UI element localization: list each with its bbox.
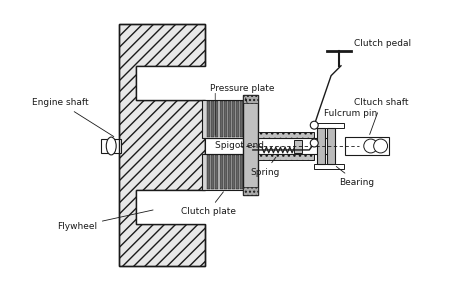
Bar: [243, 95, 258, 195]
Bar: [314, 164, 344, 169]
Bar: [202, 154, 245, 190]
Text: Pressure plate: Pressure plate: [210, 84, 275, 103]
Bar: [243, 95, 258, 104]
Bar: [345, 137, 389, 155]
Text: Clutch pedal: Clutch pedal: [354, 39, 411, 48]
Text: Fulcrum pin: Fulcrum pin: [324, 109, 377, 118]
Circle shape: [364, 139, 378, 153]
Bar: [236, 155, 239, 188]
Bar: [258, 154, 314, 160]
Bar: [228, 155, 231, 188]
Text: Flywheel: Flywheel: [57, 210, 153, 231]
Bar: [243, 186, 258, 195]
Bar: [317, 128, 325, 164]
Bar: [232, 155, 235, 188]
Circle shape: [374, 139, 388, 153]
Bar: [228, 102, 231, 137]
Bar: [327, 128, 335, 164]
Circle shape: [310, 121, 318, 129]
Polygon shape: [136, 66, 206, 100]
Text: Spring: Spring: [250, 157, 279, 177]
Bar: [240, 155, 243, 188]
Bar: [314, 123, 344, 128]
Bar: [224, 155, 227, 188]
Text: Engine shaft: Engine shaft: [32, 98, 114, 137]
Bar: [211, 155, 214, 188]
Bar: [232, 102, 235, 137]
Bar: [205, 138, 329, 154]
Bar: [236, 102, 239, 137]
Bar: [211, 102, 214, 137]
Bar: [224, 102, 227, 137]
Text: Clutch plate: Clutch plate: [181, 192, 236, 216]
Text: Bearing: Bearing: [336, 166, 374, 187]
Bar: [101, 139, 121, 153]
Ellipse shape: [106, 137, 116, 155]
Bar: [240, 102, 243, 137]
Bar: [258, 132, 314, 138]
Bar: [216, 102, 219, 137]
Bar: [216, 155, 219, 188]
Polygon shape: [136, 190, 206, 224]
Bar: [202, 100, 245, 138]
Circle shape: [310, 139, 318, 147]
Bar: [294, 140, 302, 153]
Bar: [219, 155, 222, 188]
Bar: [207, 155, 210, 188]
Bar: [219, 102, 222, 137]
Bar: [207, 102, 210, 137]
Text: Spigot end: Spigot end: [216, 142, 264, 151]
Polygon shape: [119, 24, 205, 266]
Text: Cltuch shaft: Cltuch shaft: [354, 98, 409, 135]
